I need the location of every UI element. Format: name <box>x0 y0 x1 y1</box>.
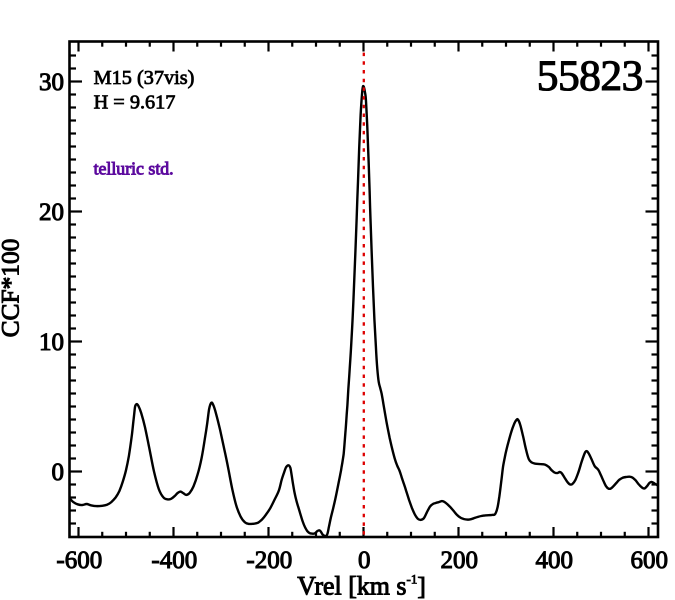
svg-text:600: 600 <box>631 547 669 574</box>
svg-text:-600: -600 <box>56 547 102 574</box>
svg-text:M15 (37vis): M15 (37vis) <box>94 67 195 89</box>
svg-text:H = 9.617: H = 9.617 <box>94 92 176 114</box>
svg-text:0: 0 <box>358 547 371 574</box>
svg-text:20: 20 <box>39 199 64 226</box>
svg-text:CCF*100: CCF*100 <box>0 239 25 338</box>
svg-text:55823: 55823 <box>537 52 643 100</box>
svg-text:30: 30 <box>39 69 64 96</box>
svg-text:telluric std.: telluric std. <box>94 158 174 178</box>
svg-text:-400: -400 <box>151 547 197 574</box>
svg-text:10: 10 <box>39 329 64 356</box>
svg-text:Vrel [km s-1]: Vrel [km s-1] <box>297 572 426 600</box>
svg-text:-200: -200 <box>246 547 292 574</box>
svg-text:200: 200 <box>441 547 479 574</box>
svg-text:400: 400 <box>536 547 574 574</box>
svg-text:0: 0 <box>52 459 65 486</box>
